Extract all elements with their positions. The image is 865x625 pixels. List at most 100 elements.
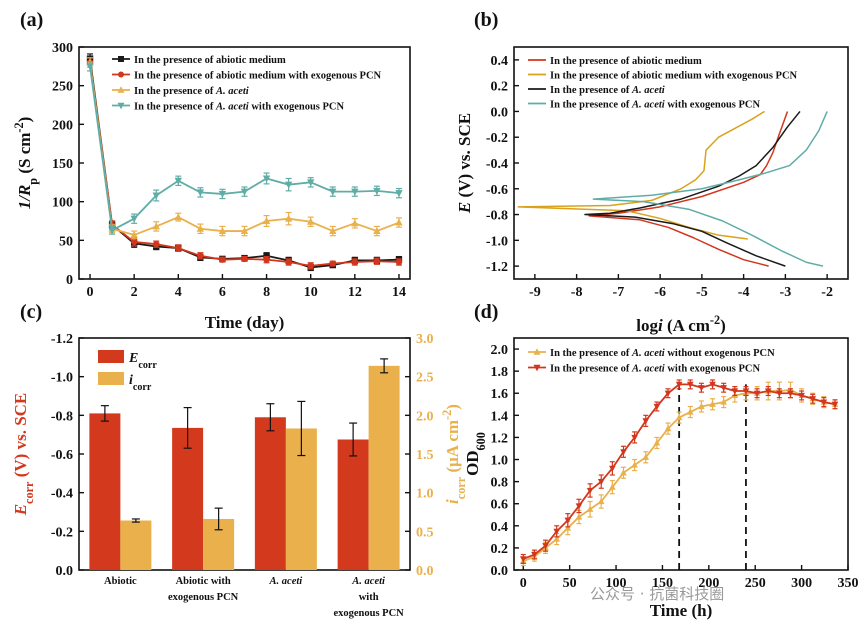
panel-a-point [153, 241, 160, 248]
panel-b-series-line [592, 111, 828, 267]
panel-a-legend-label-part: In the presence of [134, 102, 216, 113]
panel-a-label: (a) [20, 9, 43, 31]
panel-a-point [108, 227, 116, 235]
panel-b-xtick-label: -8 [571, 285, 583, 300]
panel-d-point [709, 381, 716, 388]
panel-a-point [329, 227, 337, 235]
panel-a-point [152, 222, 160, 230]
panel-a-ylabel-part: p [26, 178, 40, 185]
panel-d-ytick-label: 1.0 [491, 454, 509, 469]
panel-d-point [753, 390, 761, 397]
panel-a-legend-label: In the presence of A. aceti with exogeno… [134, 102, 345, 113]
panel-d-ytick-label: 0.6 [491, 498, 509, 513]
panel-a-point [196, 189, 205, 197]
panel-d-point [675, 413, 683, 421]
panel-d-legend-marker [533, 364, 541, 372]
watermark-text: 公众号 · 抗菌科技圈 [590, 585, 725, 603]
panel-a-legend-label: In the presence of abiotic medium [134, 55, 286, 66]
panel-b-legend-label-part: A. aceti [631, 85, 665, 96]
panel-a-ytick-label: 100 [52, 196, 73, 211]
panel-c-ytick-label: -1.0 [51, 371, 73, 386]
panel-c-category-label: with [359, 592, 379, 603]
panel-c-ytick-right-label: 0.0 [416, 564, 434, 579]
panel-c-legend-swatch [98, 372, 124, 385]
panel-d-point [586, 487, 594, 495]
panel-a-ylabel-part: ) [15, 117, 34, 123]
panel-c-ylabel-right-part: -2 [440, 410, 454, 420]
panel-c-category-label-part: A. aceti [351, 576, 385, 587]
panel-c-category-label: Abiotic with [176, 576, 231, 587]
panel-a-point [152, 192, 160, 200]
panel-d-legend-label-part: In the presence of [550, 364, 632, 375]
panel-b-ytick-label: 0.2 [491, 80, 509, 95]
panel-b-xlabel-part: i [658, 316, 663, 335]
panel-a-legend-marker [117, 86, 125, 93]
panel-a-ylabel: 1/Rp (S cm-2) [12, 117, 40, 210]
panel-c-ytick-right-label: 1.0 [416, 487, 434, 502]
panel-a-point [307, 179, 315, 187]
panel-d-label: (d) [474, 301, 498, 323]
panel-b-xtick-label: -2 [821, 285, 833, 300]
panel-d-point [631, 461, 638, 468]
panel-b-legend-label-part: A. aceti [631, 100, 665, 111]
panel-b-xtick-label: -9 [529, 285, 541, 300]
panel-a-point [307, 262, 314, 270]
panel-d-legend-label-part: A. aceti [631, 348, 665, 359]
panel-c-ylabel-right: icorr (μA cm-2) [440, 404, 468, 504]
panel-d-point [553, 528, 560, 535]
panel-c-bar [89, 413, 121, 570]
panel-a-frame [78, 46, 411, 280]
panel-d-xtick-label: 50 [563, 576, 577, 591]
panel-c-ytick-right-label: 2.5 [416, 371, 434, 386]
panel-b-series-line [588, 111, 789, 267]
panel-a-point [130, 215, 138, 223]
panel-c-legend-swatch [98, 350, 124, 363]
panel-b-ylabel-part: (V) vs. SCE [455, 113, 474, 202]
panel-d-ylabel-part: 600 [474, 432, 488, 450]
panel-d-xtick-label: 350 [838, 576, 859, 591]
panel-c-ylabel-left: Ecorr (V) vs. SCE [11, 393, 36, 517]
panel-c-category-label: Abiotic [104, 576, 137, 587]
panel-c-ytick-right-label: 0.5 [416, 525, 434, 540]
panel-c-bar [120, 520, 152, 570]
panel-d-xtick-label: 300 [791, 576, 812, 591]
panel-b-ytick-label: -0.2 [486, 131, 508, 146]
panel-b-ytick-label: 0.4 [491, 54, 509, 69]
panel-d-xtick-label: 200 [698, 576, 719, 591]
panel-a-point [175, 244, 182, 252]
panel-d-ytick-label: 1.4 [491, 409, 509, 424]
panel-c-ytick-right-label: 2.0 [416, 409, 434, 424]
panel-b-legend-label: In the presence of abiotic medium [550, 56, 702, 67]
panel-a-ylabel-part: (S cm [15, 133, 34, 178]
panel-d-legend-label-part: with exogenous PCN [665, 364, 761, 375]
panel-a-point [240, 227, 249, 235]
panel-d-xtick-label: 100 [606, 576, 627, 591]
panel-a-point [196, 224, 205, 232]
panel-a-xtick-label: 14 [392, 285, 406, 300]
panel-a-legend-label-part: A. aceti [215, 102, 249, 113]
panel-d-point [709, 400, 716, 407]
panel-c-ytick-label: -1.2 [51, 332, 73, 347]
panel-b-legend-label-part: In the presence of [550, 100, 632, 111]
panel-a-legend-label: In the presence of abiotic medium with e… [134, 71, 382, 82]
panel-c-bar [368, 365, 400, 570]
panel-d-ytick-label: 1.2 [491, 431, 509, 446]
panel-b-ytick-label: 0.0 [491, 105, 509, 120]
panel-d-point [597, 479, 605, 486]
panel-a-point [351, 219, 359, 227]
panel-a-point [395, 218, 403, 226]
panel-d-point [609, 465, 616, 472]
panel-b-legend-label: In the presence of A. aceti with exogeno… [550, 100, 761, 111]
panel-a-legend-label-part: In the presence of abiotic medium [134, 55, 286, 66]
panel-c-category-label: exogenous PCN [333, 608, 404, 619]
panel-b-ylabel-part: E [455, 202, 474, 214]
panel-a-xtick-label: 2 [131, 285, 138, 300]
panel-c-category-label: A. aceti [351, 576, 385, 587]
panel-a-point [174, 213, 182, 221]
panel-b-xtick-label: -3 [780, 285, 792, 300]
panel-a-point [218, 190, 227, 198]
panel-b-series-line [584, 110, 801, 267]
panel-c-ytick-right-label: 1.5 [416, 448, 434, 463]
panel-d-point [698, 402, 705, 410]
panel-a-point [130, 238, 138, 246]
